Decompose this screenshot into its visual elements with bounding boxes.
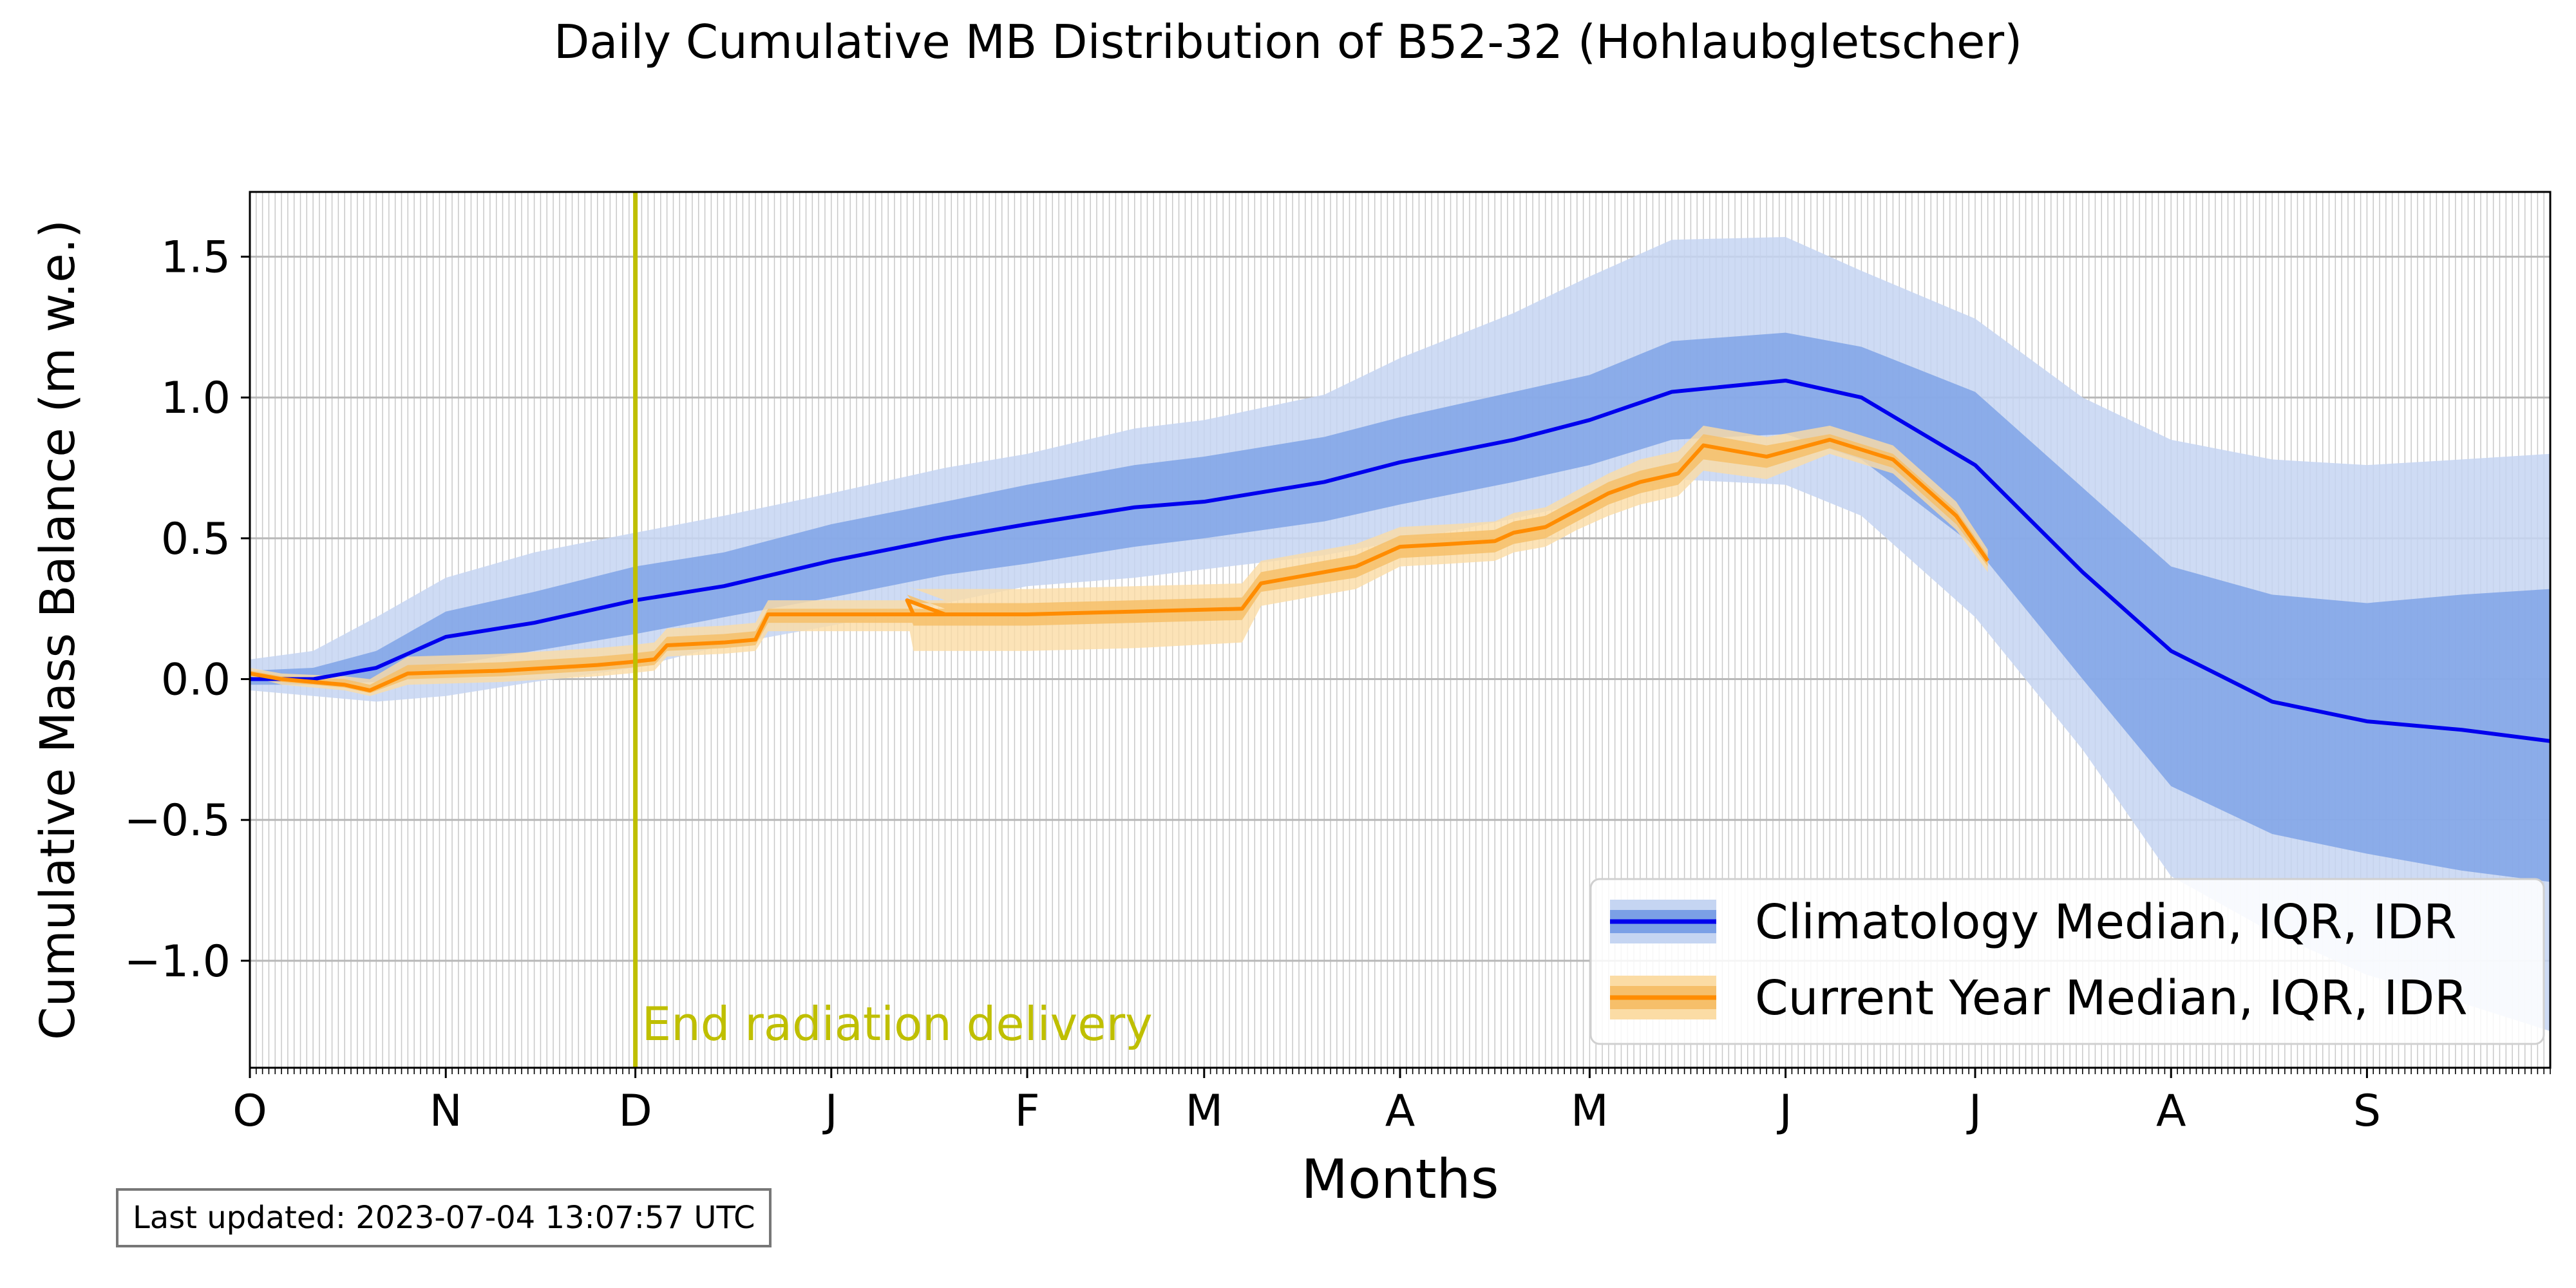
current-year-iqr-band	[250, 434, 1988, 694]
annotation: End radiation delivery	[633, 192, 1153, 1068]
climatology-iqr-band	[250, 332, 2550, 882]
current-year-legend-label: Current Year Median, IQR, IDR	[1755, 971, 2468, 1026]
x-tick-label: J	[1777, 1086, 1792, 1137]
x-tick-label: D	[618, 1086, 652, 1137]
y-tick-label: 0.0	[161, 655, 231, 706]
climatology-median-line	[250, 378, 2550, 743]
median-lines	[250, 378, 2550, 743]
x-tick-label: O	[232, 1086, 267, 1137]
y-tick-label: −1.0	[124, 936, 231, 987]
y-tick-label: 1.0	[161, 373, 231, 424]
current-year-idr-band	[250, 425, 1988, 696]
y-tick-label: −0.5	[124, 795, 231, 846]
last-updated-box: Last updated: 2023-07-04 13:07:57 UTC	[116, 1188, 772, 1247]
end-radiation-label: End radiation delivery	[642, 997, 1153, 1051]
x-tick-label: J	[822, 1086, 838, 1137]
last-updated-text: Last updated: 2023-07-04 13:07:57 UTC	[133, 1200, 755, 1236]
axes: −1.0 −0.5 0.0 0.5 1.0 1.5 O N D J F M A M J J A S	[124, 232, 2551, 1137]
chart-title: Daily Cumulative MB Distribution of B52-…	[554, 15, 2022, 69]
climatology-legend-label: Climatology Median, IQR, IDR	[1755, 895, 2457, 950]
x-tick-label: N	[430, 1086, 462, 1137]
y-tick-label: 1.5	[161, 232, 231, 283]
x-tick-label: A	[1385, 1086, 1416, 1137]
legend-box	[1589, 878, 2545, 1045]
x-tick-label: F	[1014, 1086, 1039, 1137]
x-tick-label: J	[1966, 1086, 1982, 1137]
y-tick-label: 0.5	[161, 514, 231, 565]
legend: Climatology Median, IQR, IDR Current Year…	[1589, 878, 2545, 1045]
current-year-median-line	[250, 437, 1990, 693]
x-axis-label: Months	[1301, 1148, 1499, 1211]
x-tick-label: S	[2353, 1086, 2381, 1137]
x-tick-label: A	[2156, 1086, 2186, 1137]
uncertainty-bands	[250, 236, 2550, 1032]
x-tick-label: M	[1185, 1086, 1223, 1137]
y-axis-label: Cumulative Mass Balance (m w.e.)	[30, 220, 86, 1040]
x-tick-label: M	[1571, 1086, 1609, 1137]
